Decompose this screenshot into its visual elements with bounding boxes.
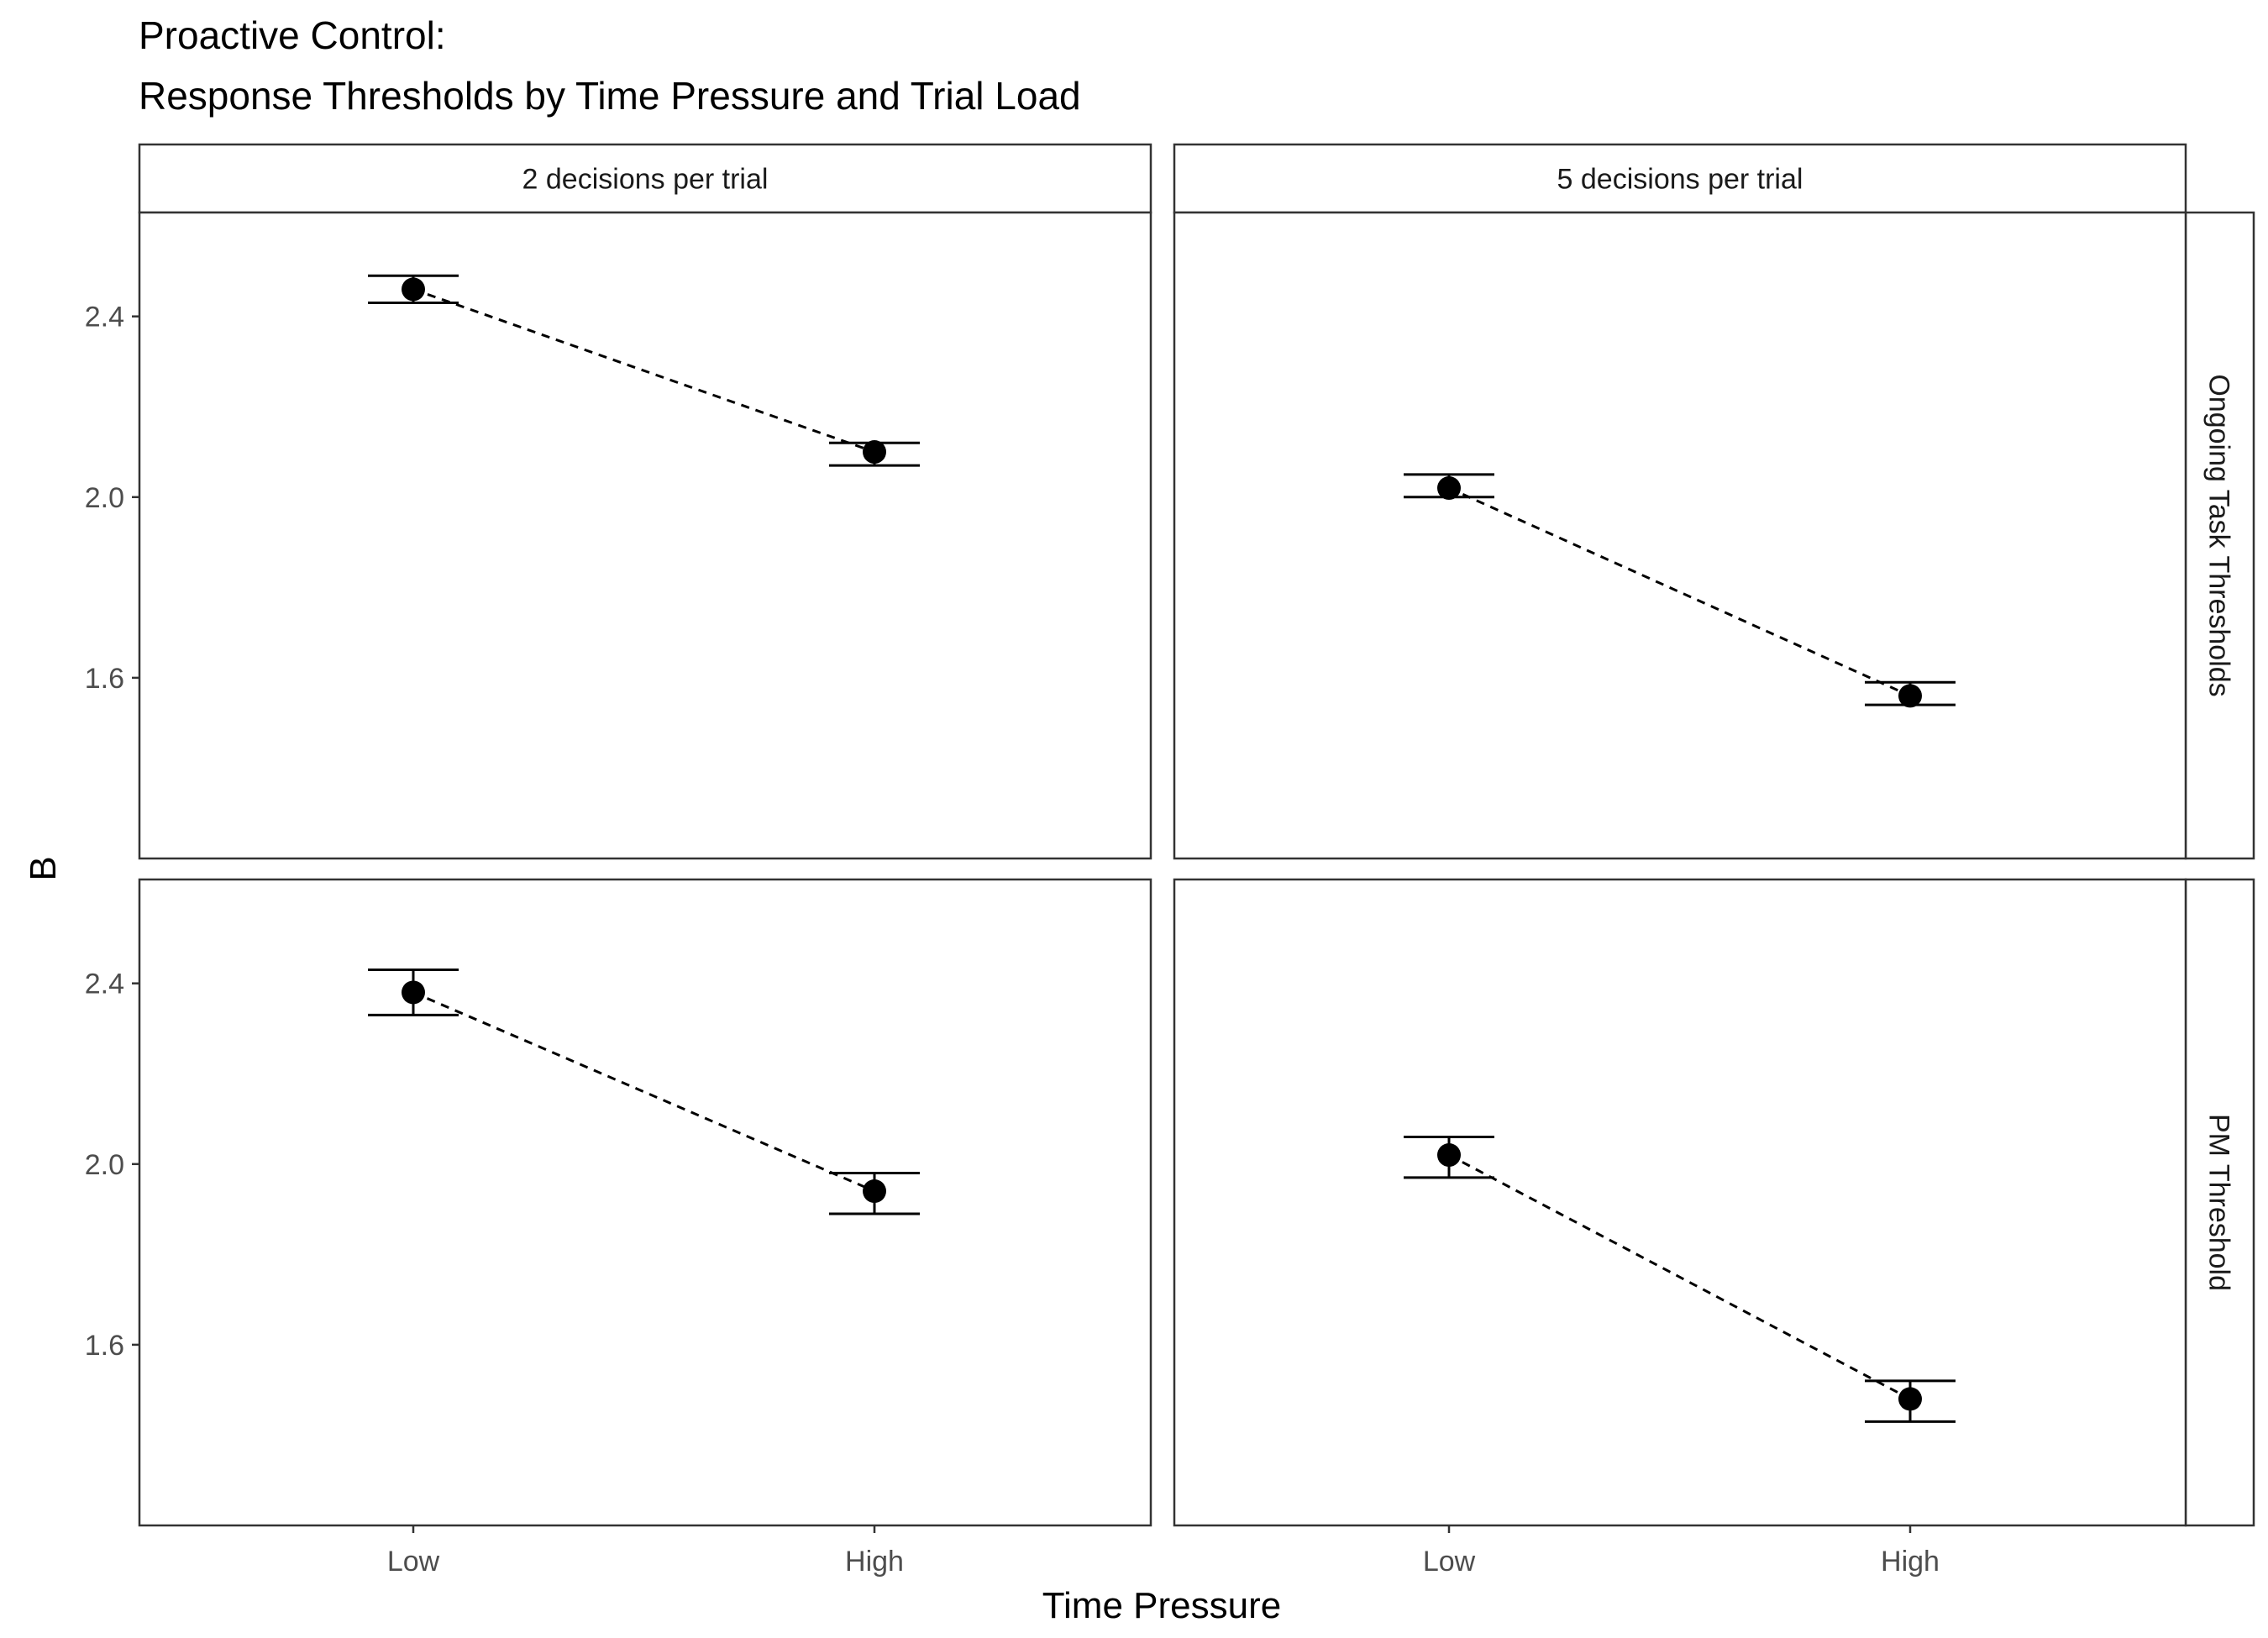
x-axes: Low High Low High — [387, 1525, 1940, 1578]
data-point-high — [863, 440, 886, 465]
dashed-trend-line — [412, 288, 875, 454]
x-tick-label-low: Low — [1423, 1546, 1476, 1578]
y-tick-label: 2.4 — [85, 969, 124, 1000]
x-tick-label-high: High — [845, 1546, 904, 1578]
data-point-high — [863, 1179, 886, 1204]
x-tick-label-low: Low — [387, 1546, 440, 1578]
facet-label-5-decisions-per-trial: 5 decisions per trial — [1557, 164, 1803, 196]
y-tick-label: 2.0 — [85, 1149, 124, 1181]
panel-ongoing-task-thresholds-2-decisions-per-trial — [138, 211, 1152, 860]
data-point-high — [1898, 684, 1922, 708]
panels — [138, 211, 2187, 1527]
data-point-low — [402, 980, 425, 1005]
y-axis-title: B — [23, 856, 64, 880]
y-tick-label: 1.6 — [85, 1330, 124, 1362]
chart-title: Proactive Control: — [139, 13, 446, 57]
data-point-low — [402, 277, 425, 302]
facet-label-2-decisions-per-trial: 2 decisions per trial — [522, 164, 769, 196]
data-point-low — [1437, 476, 1461, 501]
dashed-trend-line — [412, 991, 875, 1193]
panel-border — [1173, 878, 2187, 1527]
chart-subtitle: Response Thresholds by Time Pressure and… — [139, 74, 1081, 118]
panel-pm-threshold-5-decisions-per-trial — [1173, 878, 2187, 1527]
x-axis-title: Time Pressure — [1042, 1585, 1281, 1626]
data-point-high — [1898, 1387, 1922, 1411]
y-tick-label: 1.6 — [85, 663, 124, 695]
data-point-low — [1437, 1143, 1461, 1168]
panel-ongoing-task-thresholds-5-decisions-per-trial — [1173, 211, 2187, 860]
facet-strip-2-decisions-per-trial — [138, 143, 1152, 214]
x-tick-label-high: High — [1881, 1546, 1940, 1578]
facet-strip-pm-threshold — [2184, 878, 2255, 1527]
y-axes: 1.6 2.0 2.4 1.6 2.0 2.4 — [85, 302, 139, 1362]
panel-border — [138, 878, 1152, 1527]
facet-strip-5-decisions-per-trial — [1173, 143, 2187, 214]
facet-label-ongoing-task-thresholds: Ongoing Task Thresholds — [2203, 374, 2235, 696]
dashed-trend-line — [1448, 1153, 1911, 1400]
facet-label-pm-threshold: PM Threshold — [2203, 1114, 2235, 1291]
y-tick-label: 2.0 — [85, 482, 124, 514]
panel-pm-threshold-2-decisions-per-trial — [138, 878, 1152, 1527]
y-tick-label: 2.4 — [85, 302, 124, 333]
facet-strip-ongoing-task-thresholds — [2184, 211, 2255, 860]
panel-border — [138, 211, 1152, 860]
facet-strips: 2 decisions per trial 5 decisions per tri… — [138, 143, 2255, 1527]
panel-border — [1173, 211, 2187, 860]
